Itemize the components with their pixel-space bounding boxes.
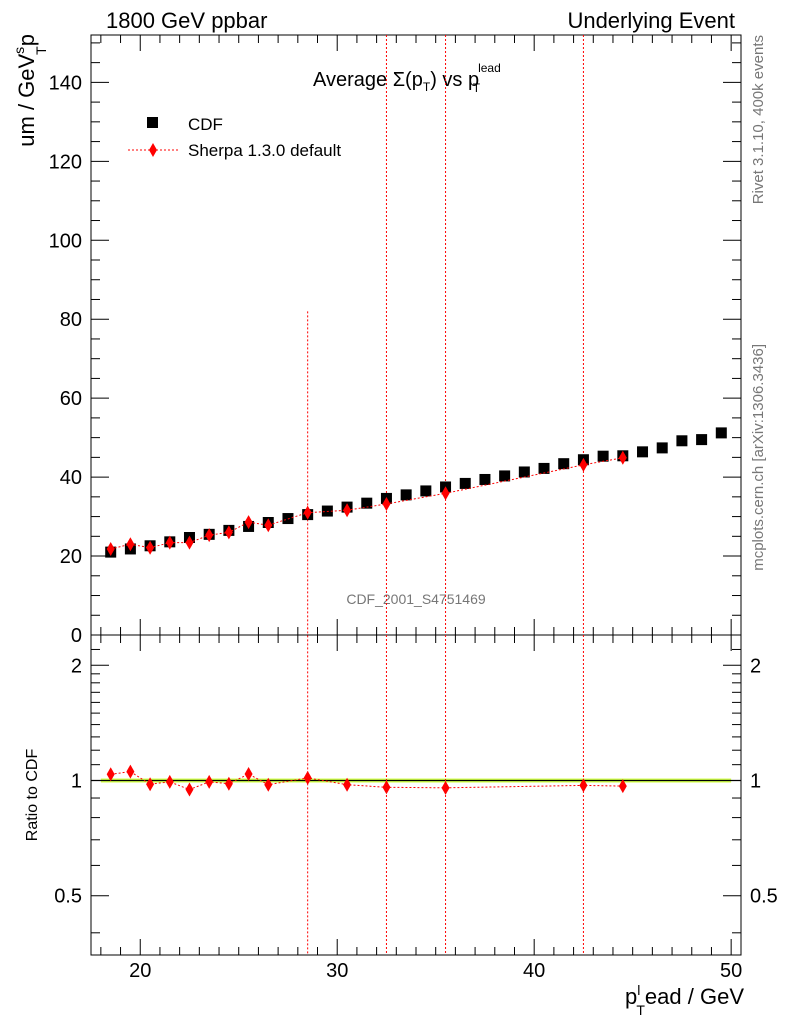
cdf-point bbox=[499, 470, 511, 482]
ratio-y-tick-label: 0.5 bbox=[54, 886, 82, 908]
mc-point bbox=[441, 486, 450, 501]
ratio-point bbox=[382, 780, 391, 795]
mc-point bbox=[303, 505, 312, 520]
rivet-label: Rivet 3.1.10, 400k events bbox=[750, 35, 767, 204]
ratio-point bbox=[205, 774, 214, 789]
mcplots-label: mcplots.cern.ch [arXiv:1306.3436] bbox=[750, 344, 767, 571]
cdf-point bbox=[459, 477, 471, 489]
cdf-point bbox=[597, 450, 609, 462]
mc-point bbox=[343, 503, 352, 518]
y-tick-label: 0 bbox=[71, 625, 82, 647]
mc-point bbox=[382, 496, 391, 511]
cdf-point bbox=[637, 446, 649, 458]
x-tick-label: 50 bbox=[720, 960, 742, 982]
mc-point bbox=[264, 518, 273, 533]
mc-point bbox=[185, 535, 194, 550]
cdf-point bbox=[479, 473, 491, 485]
cdf-point bbox=[400, 489, 412, 501]
ratio-y-tick-label-right: 2 bbox=[750, 655, 761, 677]
ratio-y-tick-label-right: 1 bbox=[750, 771, 761, 793]
ratio-point bbox=[343, 777, 352, 792]
ratio-y-tick-label-right: 0.5 bbox=[750, 886, 778, 908]
plot-title: Average Σ(pT) vs plead T bbox=[313, 61, 501, 95]
y-tick-label: 140 bbox=[49, 72, 82, 94]
cdf-point bbox=[518, 466, 530, 478]
legend-cdf-marker bbox=[147, 117, 158, 128]
x-tick-label: 30 bbox=[326, 960, 348, 982]
cdf-point bbox=[420, 485, 432, 497]
ratio-point bbox=[106, 767, 115, 782]
ratio-point bbox=[441, 780, 450, 795]
ratio-point bbox=[126, 764, 135, 779]
y-axis-title: um / GeVs Tp bbox=[11, 34, 49, 147]
cdf-point bbox=[696, 434, 708, 446]
ratio-y-tick-label: 1 bbox=[71, 771, 82, 793]
y-tick-label: 60 bbox=[60, 388, 82, 410]
cdf-point bbox=[538, 462, 550, 474]
y-tick-label: 40 bbox=[60, 467, 82, 489]
ratio-point bbox=[618, 779, 627, 794]
cdf-point bbox=[715, 427, 727, 439]
ratio-point bbox=[264, 777, 273, 792]
mc-point bbox=[618, 450, 627, 465]
ratio-point bbox=[303, 770, 312, 785]
analysis-watermark: CDF_2001_S4751469 bbox=[346, 591, 486, 607]
ratio-y-tick-label: 2 bbox=[71, 655, 82, 677]
ratio-line bbox=[110, 771, 623, 791]
legend-cdf-label: CDF bbox=[188, 115, 223, 134]
cdf-point bbox=[558, 458, 570, 470]
ratio-panel-frame bbox=[90, 634, 742, 956]
mc-point bbox=[165, 535, 174, 550]
ratio-point bbox=[185, 782, 194, 797]
ratio-point bbox=[579, 778, 588, 793]
legend-mc-marker bbox=[149, 143, 157, 157]
mc-point bbox=[244, 515, 253, 530]
legend: CDF Sherpa 1.3.0 default bbox=[128, 115, 341, 160]
x-tick-label: 20 bbox=[129, 960, 151, 982]
ratio-point bbox=[146, 777, 155, 792]
cdf-point bbox=[361, 497, 373, 509]
x-tick-label: 40 bbox=[523, 960, 545, 982]
ratio-point bbox=[165, 774, 174, 789]
mc-point bbox=[579, 457, 588, 472]
y-tick-label: 80 bbox=[60, 309, 82, 331]
mc-point bbox=[106, 541, 115, 556]
mc-point bbox=[205, 528, 214, 543]
legend-mc-label: Sherpa 1.3.0 default bbox=[188, 141, 341, 160]
mc-point bbox=[224, 525, 233, 540]
x-axis-title: pl Tead / GeV bbox=[625, 982, 744, 1018]
y-tick-label: 20 bbox=[60, 546, 82, 568]
y-tick-label: 120 bbox=[49, 151, 82, 173]
cdf-point bbox=[676, 435, 688, 447]
ratio-point bbox=[244, 766, 253, 781]
mc-point bbox=[126, 537, 135, 552]
header-right: Underlying Event bbox=[567, 8, 735, 33]
ratio-y-axis-title: Ratio to CDF bbox=[24, 749, 41, 842]
mc-point bbox=[146, 540, 155, 555]
header-left: 1800 GeV ppbar bbox=[106, 8, 267, 33]
cdf-point bbox=[656, 442, 668, 454]
y-tick-label: 100 bbox=[49, 230, 82, 252]
ratio-point bbox=[224, 776, 233, 791]
mc-line bbox=[110, 457, 623, 550]
